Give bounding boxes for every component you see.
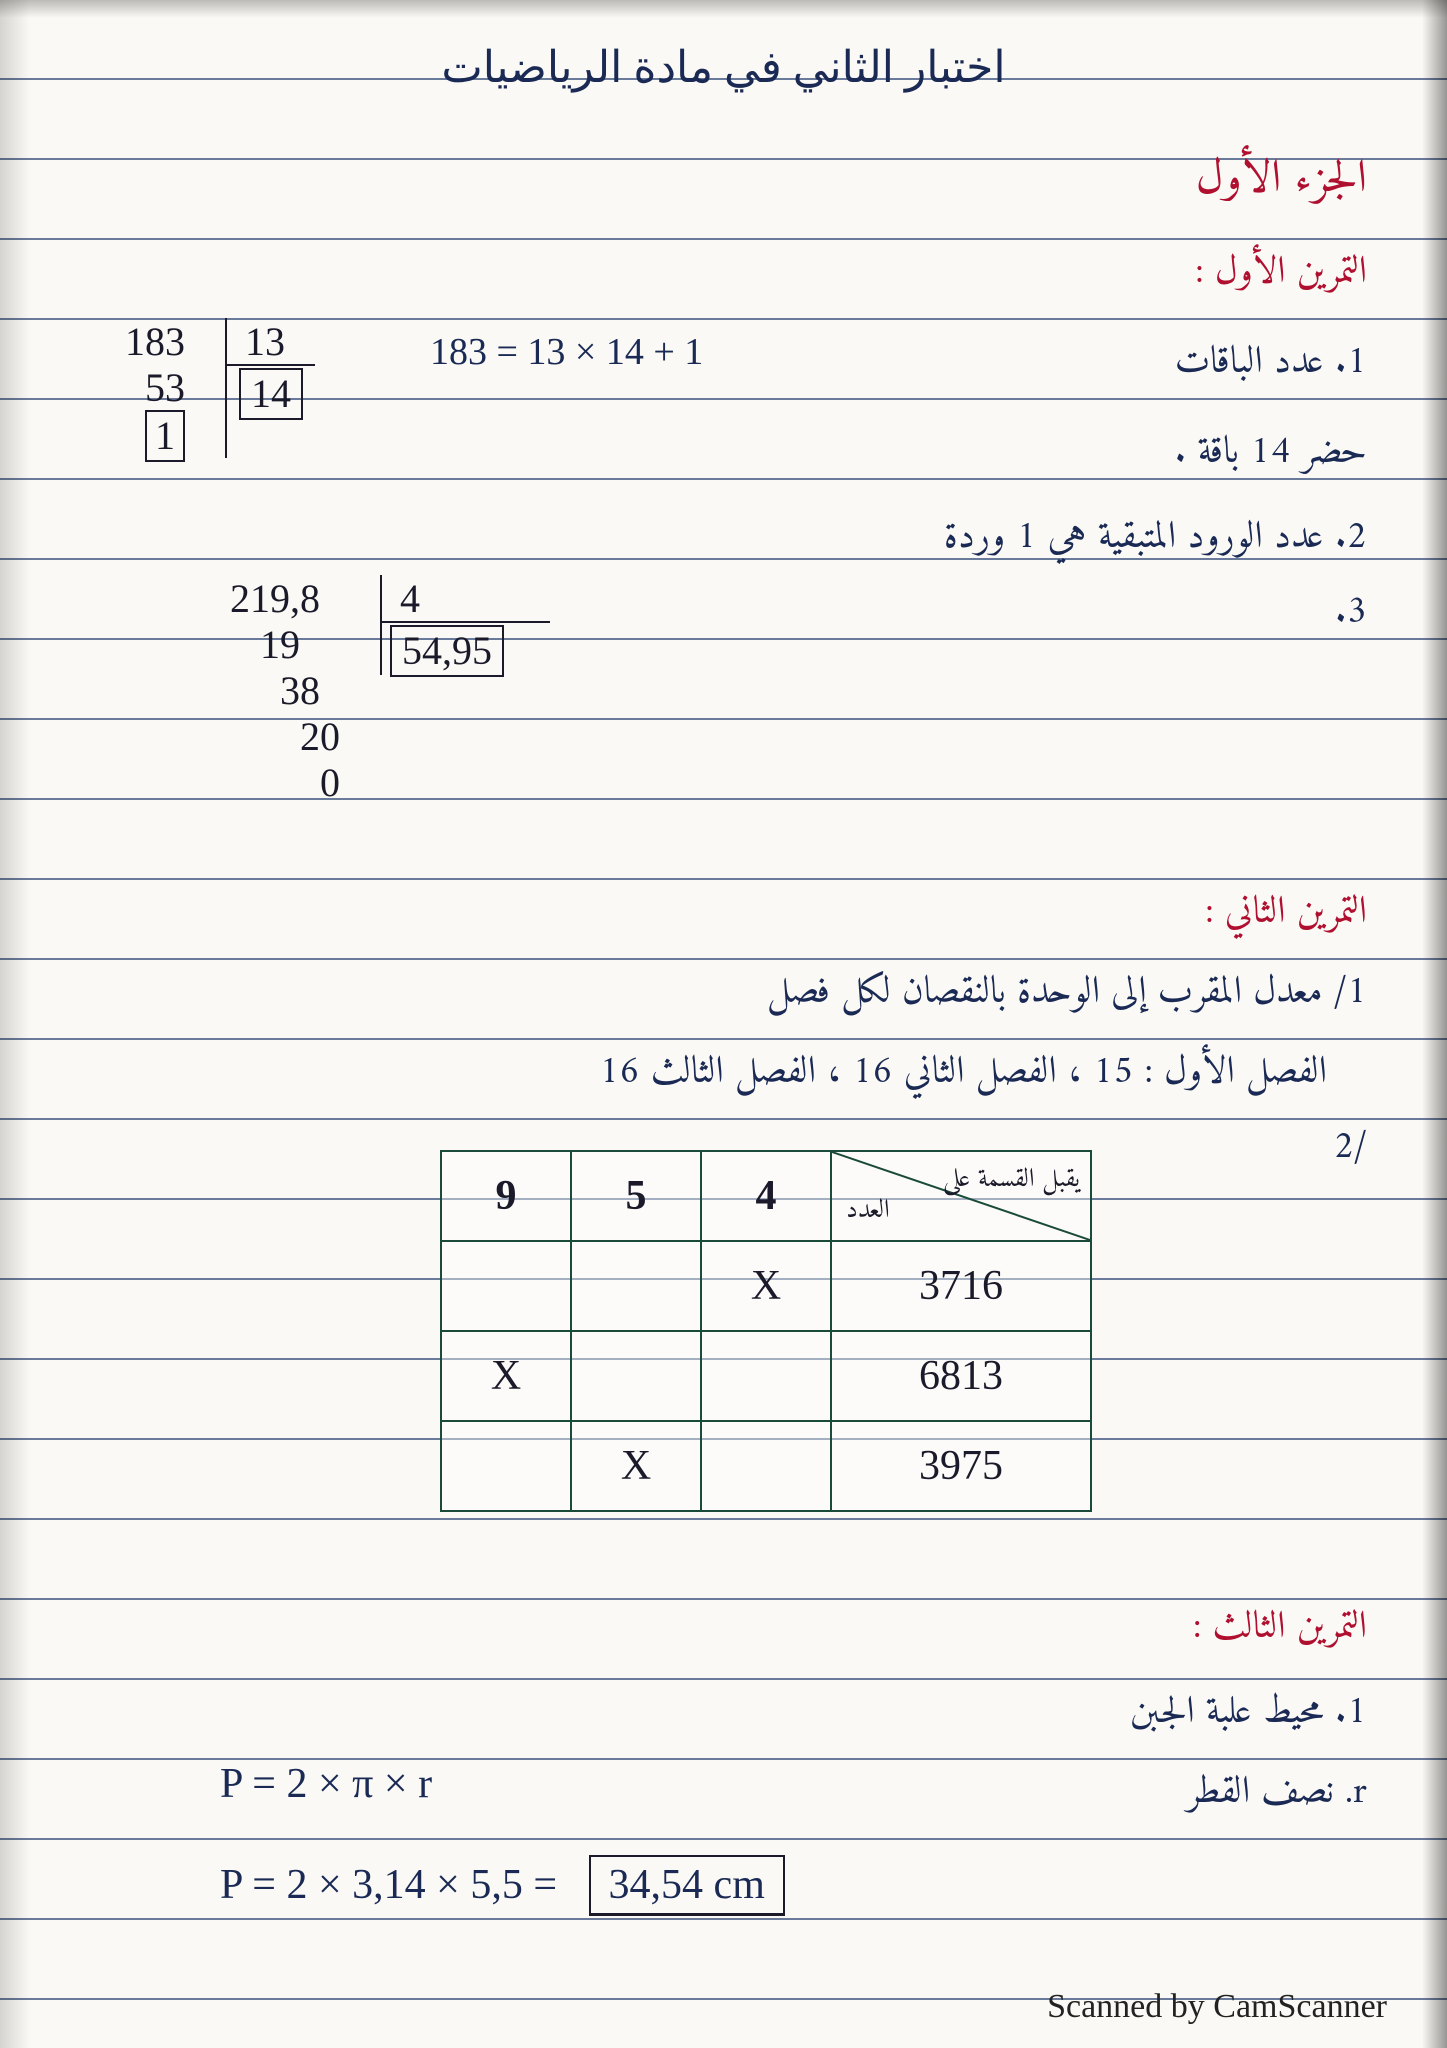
division-step: 38: [280, 667, 320, 715]
scan-shadow: [0, 0, 1447, 18]
exam-title: اختبار الثاني في مادة الرياضيات: [0, 42, 1447, 93]
scan-shadow: [0, 0, 30, 2048]
table-col-header: 4: [701, 1151, 831, 1241]
table-corner-header: يقبل القسمة على العدد: [831, 1151, 1091, 1241]
answer-text: حضر 14 باقة .: [1174, 420, 1367, 487]
table-row-header: 3975: [831, 1421, 1091, 1511]
quotient: 54,95: [390, 625, 504, 677]
division-bar: [225, 364, 315, 366]
table-cell: [571, 1331, 701, 1421]
division-bar: [380, 621, 550, 623]
quotient: 14: [239, 368, 303, 420]
answer-line: الفصل الأول : 15 ، الفصل الثاني 16 ، الف…: [599, 1040, 1327, 1107]
table-col-header: 5: [571, 1151, 701, 1241]
exercise-heading: التمرين الأول :: [1195, 240, 1367, 307]
table-header-row: 9 5 4 يقبل القسمة على العدد: [441, 1151, 1091, 1241]
table-row: X 3975: [441, 1421, 1091, 1511]
table-cell: X: [571, 1421, 701, 1511]
table-cell: X: [441, 1331, 571, 1421]
table-row: X 6813: [441, 1331, 1091, 1421]
dividend: 219,8: [230, 575, 320, 623]
remainder: 1: [145, 410, 185, 462]
table-cell: [701, 1421, 831, 1511]
long-division: 219,8 19 38 20 0 4 54,95: [230, 575, 590, 835]
formula-lhs: P = 2 × 3,14 × 5,5 =: [220, 1862, 557, 1908]
notebook-page: اختبار الثاني في مادة الرياضيات الجزء ال…: [0, 0, 1447, 2048]
scanner-watermark: Scanned by CamScanner: [1047, 1988, 1387, 2026]
question-text: 1. محيط علبة الجبن: [1130, 1680, 1367, 1747]
division-step: 53: [145, 364, 185, 412]
exercise-heading: التمرين الثاني :: [1205, 880, 1367, 947]
table-cell: [571, 1241, 701, 1331]
divisor: 4: [400, 575, 420, 623]
table-row: X 3716: [441, 1241, 1091, 1331]
divisibility-table: 9 5 4 يقبل القسمة على العدد X 3716 X 681…: [440, 1150, 1092, 1512]
table-cell: [441, 1421, 571, 1511]
divisor: 13: [245, 318, 285, 366]
table-col-header: 9: [441, 1151, 571, 1241]
table-row-header: 3716: [831, 1241, 1091, 1331]
table-cell: [701, 1331, 831, 1421]
dividend: 183: [125, 318, 185, 366]
table-row-header: 6813: [831, 1331, 1091, 1421]
question-label: 2. عدد الورود المتبقية هي 1 وردة: [944, 505, 1367, 572]
division-step: 0: [320, 759, 340, 807]
note-text: r. نصف القطر: [1187, 1760, 1367, 1827]
division-step: 19: [260, 621, 300, 669]
corner-label: العدد: [846, 1189, 890, 1234]
question-label: /2: [1334, 1115, 1367, 1182]
question-label: 1. عدد الباقات: [1175, 330, 1367, 397]
corner-label: يقبل القسمة على: [943, 1158, 1080, 1203]
division-step: 20: [300, 713, 340, 761]
formula: P = 2 × π × r: [220, 1760, 432, 1808]
long-division: 183 53 1 13 14: [115, 318, 375, 468]
division-bar: [380, 575, 382, 675]
question-text: 1/ معدل المقرب إلى الوحدة بالنقصان لكل ف…: [767, 960, 1367, 1027]
table-cell: [441, 1241, 571, 1331]
equation: 183 = 13 × 14 + 1: [430, 330, 703, 374]
scan-shadow: [1422, 0, 1447, 2048]
section-heading: الجزء الأول: [1196, 140, 1367, 221]
formula: P = 2 × 3,14 × 5,5 = 34,54 cm: [220, 1855, 785, 1916]
boxed-answer: 34,54 cm: [589, 1855, 785, 1916]
division-bar: [225, 318, 227, 458]
question-label: 3.: [1335, 580, 1367, 647]
exercise-heading: التمرين الثالث :: [1193, 1595, 1367, 1662]
table-cell: X: [701, 1241, 831, 1331]
